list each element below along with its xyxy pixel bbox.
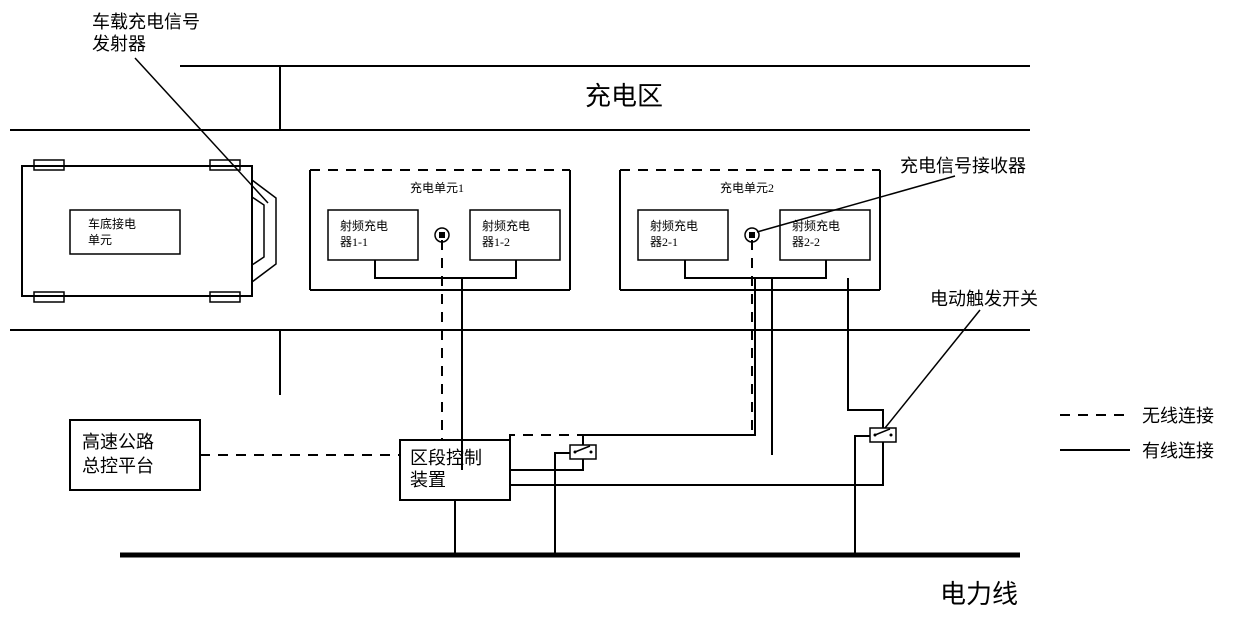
cu1-title: 充电单元1 (410, 180, 464, 195)
trigger-switch-leader (885, 310, 980, 428)
platform-l1: 高速公路 (82, 432, 154, 452)
rf21-l1: 射频充电 (650, 218, 698, 233)
cu2-title: 充电单元2 (720, 180, 774, 195)
wire-sw2-to-cu2-right (848, 278, 883, 428)
charging-zone-title: 充电区 (585, 82, 663, 111)
section-l2: 装置 (410, 470, 446, 490)
wire-sw2-to-power (855, 436, 870, 555)
receiver-label: 充电信号接收器 (900, 156, 1026, 176)
wire-ctrl-to-sw1-bottom (510, 459, 583, 470)
wireless-receiver2-to-ctrl (510, 240, 752, 455)
rf22-l2: 器2-2 (792, 235, 820, 249)
car-unit-label-2: 单元 (88, 233, 112, 247)
highway-platform-box (70, 420, 200, 490)
rf11-l1: 射频充电 (340, 218, 388, 233)
car-body (22, 166, 252, 296)
platform-l2: 总控平台 (82, 456, 154, 476)
wire-sw1-to-cu2-left (583, 278, 755, 445)
transmitter-label-line1: 车载充电信号 (92, 12, 200, 32)
section-l1: 区段控制 (410, 448, 482, 468)
rf21-l2: 器2-1 (650, 235, 678, 249)
charging-unit-2: 充电单元2 射频充电 器2-1 射频充电 器2-2 (620, 170, 880, 290)
car-unit-label-1: 车底接电 (88, 216, 136, 231)
trigger-switch-1 (570, 445, 596, 459)
legend-wireless-label: 无线连接 (1142, 406, 1214, 426)
power-line-label: 电力线 (940, 580, 1018, 609)
charging-unit-1: 充电单元1 射频充电 器1-1 射频充电 器1-2 (310, 170, 570, 290)
legend-wired-label: 有线连接 (1142, 441, 1214, 461)
transmitter-label-line2: 发射器 (92, 34, 146, 54)
trigger-switch-label: 电动触发开关 (930, 289, 1038, 309)
wire-cu1-internal (375, 260, 516, 278)
rf12-l1: 射频充电 (482, 218, 530, 233)
rf12-l2: 器1-2 (482, 235, 510, 249)
wire-cu2-internal (685, 260, 826, 278)
trigger-switch-2 (870, 428, 896, 442)
receiver-2-dot (749, 232, 755, 238)
receiver-leader (757, 176, 955, 232)
receiver-1-dot (439, 232, 445, 238)
wire-sw1-to-power (555, 453, 570, 555)
wire-ctrl-to-sw2-bottom (510, 442, 883, 485)
rf11-l2: 器1-1 (340, 235, 368, 249)
car-front-inner (252, 197, 264, 265)
